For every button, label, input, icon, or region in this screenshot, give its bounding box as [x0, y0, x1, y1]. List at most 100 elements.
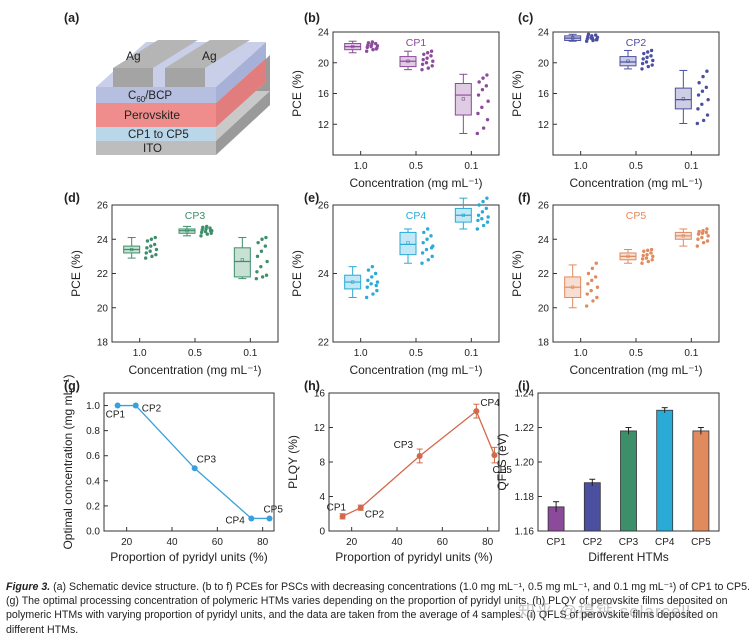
data-point [700, 89, 705, 93]
plot-frame [103, 392, 275, 532]
charts: 12 16 20 24 PCE (%) CP1 1.0 0.5 0.1 Concentration… [61, 28, 720, 564]
x-tick-label: 0.5 [629, 161, 643, 172]
x-tick-label: 80 [257, 537, 269, 548]
y-tick-label: 26 [97, 201, 109, 212]
data-point [430, 254, 434, 259]
data-point [481, 126, 486, 130]
panel-label: (e) [304, 191, 319, 205]
data-point [430, 64, 434, 68]
y-tick-label: 26 [318, 201, 330, 212]
x-tick-label: 80 [482, 537, 494, 548]
data-point [589, 288, 593, 293]
data-point [704, 85, 709, 90]
data-point [590, 278, 594, 283]
data-point [149, 237, 154, 241]
box-mean [461, 213, 465, 217]
data-point [701, 240, 706, 245]
data-point [593, 33, 598, 37]
x-tick-label: 0.1 [243, 348, 257, 359]
box-iqr [233, 247, 251, 278]
data-point [364, 295, 369, 300]
perovskite-label: Perovskite [124, 108, 180, 122]
x-tick-label: 0.1 [464, 161, 478, 172]
chart-title: CP2 [626, 37, 647, 49]
data-point [484, 206, 489, 211]
ag-label-left: Ag [126, 49, 141, 63]
chart-title: CP3 [185, 210, 206, 222]
data-point [266, 515, 273, 522]
data-point [205, 224, 209, 229]
data-point [421, 57, 425, 62]
panel-label: (g) [64, 379, 80, 393]
data-point [255, 270, 259, 274]
y-tick-label: 0.2 [86, 501, 100, 512]
data-point [374, 47, 378, 51]
data-point [485, 196, 489, 200]
data-point [114, 402, 121, 409]
ag-electrode-left [113, 40, 198, 68]
data-point [486, 99, 490, 103]
data-point [208, 228, 213, 233]
x-axis-label: Proportion of pyridyl units (%) [335, 550, 492, 564]
data-point [477, 80, 481, 84]
data-point [203, 229, 208, 234]
data-point [425, 237, 429, 241]
data-point [476, 111, 480, 116]
point-label: CP5 [492, 465, 512, 476]
y-tick-label: 16 [538, 89, 550, 100]
c60-layer-front [96, 87, 216, 103]
box-mean [351, 280, 355, 284]
data-point [260, 237, 264, 241]
y-tick-label: 20 [538, 58, 550, 69]
data-point [475, 131, 480, 136]
box-mean [351, 45, 355, 49]
data-point [481, 76, 485, 80]
y-tick-label: 20 [97, 303, 109, 314]
c60-label: C60/BCP [128, 90, 172, 104]
data-point [153, 235, 157, 240]
x-tick-label: 1.0 [574, 348, 588, 359]
data-point [265, 259, 269, 264]
data-point [586, 32, 591, 37]
box-iqr [399, 231, 417, 256]
box-mean [130, 247, 134, 252]
box-iqr [674, 87, 692, 110]
data-point [375, 44, 380, 48]
panel-label: (i) [518, 379, 530, 393]
y-tick-label: 0.4 [86, 476, 100, 487]
data-point [590, 266, 595, 271]
plot-frame [552, 31, 720, 156]
data-point [365, 285, 369, 289]
data-point [477, 203, 481, 207]
data-point [649, 54, 653, 58]
box-mean [626, 59, 630, 63]
data-point [364, 49, 369, 53]
x-tick-label: 1.0 [354, 161, 368, 172]
data-point [594, 261, 598, 265]
panel-label: (h) [304, 379, 320, 393]
data-point [645, 55, 649, 60]
data-point [696, 107, 700, 111]
data-point [204, 227, 208, 231]
data-point [264, 235, 268, 240]
data-point [696, 93, 701, 97]
box-mean [406, 241, 410, 245]
data-point [705, 227, 709, 231]
plot-frame [332, 204, 500, 343]
x-tick-label: 40 [391, 537, 403, 548]
data-point [259, 249, 264, 253]
x-tick-label: CP2 [583, 537, 603, 548]
y-tick-label: 18 [538, 338, 550, 349]
data-point [144, 251, 148, 255]
data-point [199, 230, 204, 235]
y-axis-label: PCE (%) [290, 250, 304, 297]
data-point [697, 81, 701, 85]
point-label: CP3 [197, 454, 217, 465]
y-tick-label: 24 [318, 28, 330, 39]
data-point [429, 234, 433, 238]
data-point [370, 40, 375, 44]
bar-cp2 [583, 482, 601, 532]
x-tick-label: CP5 [691, 537, 711, 548]
point-label: CP3 [394, 440, 414, 451]
data-point [595, 285, 600, 289]
